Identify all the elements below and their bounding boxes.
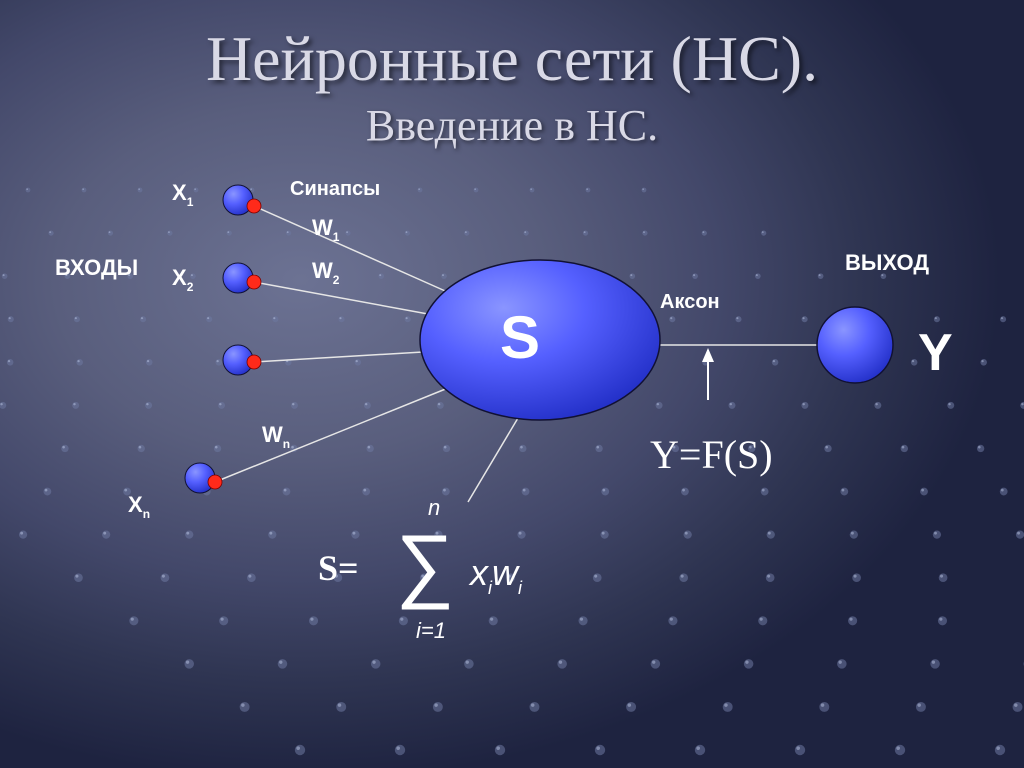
synapses-heading: Синапсы bbox=[290, 178, 380, 200]
svg-text:X2: X2 bbox=[172, 265, 194, 294]
svg-text:Wn: Wn bbox=[262, 422, 290, 451]
output-heading: ВЫХОД bbox=[845, 250, 929, 275]
soma-label: S bbox=[500, 304, 540, 371]
slide-stage: Нейронные сети (НС). Введение в НС. bbox=[0, 0, 1024, 768]
inputs-heading: ВХОДЫ bbox=[55, 255, 138, 280]
axon-heading: Аксон bbox=[660, 291, 720, 313]
activation-formula: Y=F(S) bbox=[650, 432, 773, 477]
svg-text:xiwi: xiwi bbox=[468, 552, 523, 598]
input-nodes bbox=[185, 185, 253, 493]
formula-pointer bbox=[468, 418, 518, 502]
svg-text:W1: W1 bbox=[312, 215, 340, 244]
svg-text:n: n bbox=[428, 495, 440, 520]
svg-text:i=1: i=1 bbox=[416, 618, 446, 643]
synapse-dots bbox=[208, 199, 261, 489]
svg-text:X1: X1 bbox=[172, 180, 194, 209]
neuron-diagram: S Y ВХОДЫ Синапсы Аксон ВЫХОД X1 X2 Xn W1 W2… bbox=[0, 0, 1024, 768]
svg-text:∑: ∑ bbox=[396, 519, 454, 610]
summation-symbol: ∑n i=1 xiwi bbox=[396, 495, 523, 643]
dendrite-edges bbox=[215, 206, 452, 482]
svg-text:W2: W2 bbox=[312, 258, 340, 287]
svg-text:Xn: Xn bbox=[128, 492, 150, 521]
output-y-label: Y bbox=[918, 324, 953, 382]
output-node bbox=[817, 307, 893, 383]
sum-formula-lhs: S= bbox=[318, 548, 359, 588]
